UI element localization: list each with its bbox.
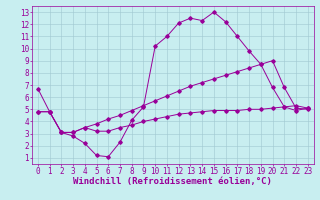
X-axis label: Windchill (Refroidissement éolien,°C): Windchill (Refroidissement éolien,°C) — [73, 177, 272, 186]
